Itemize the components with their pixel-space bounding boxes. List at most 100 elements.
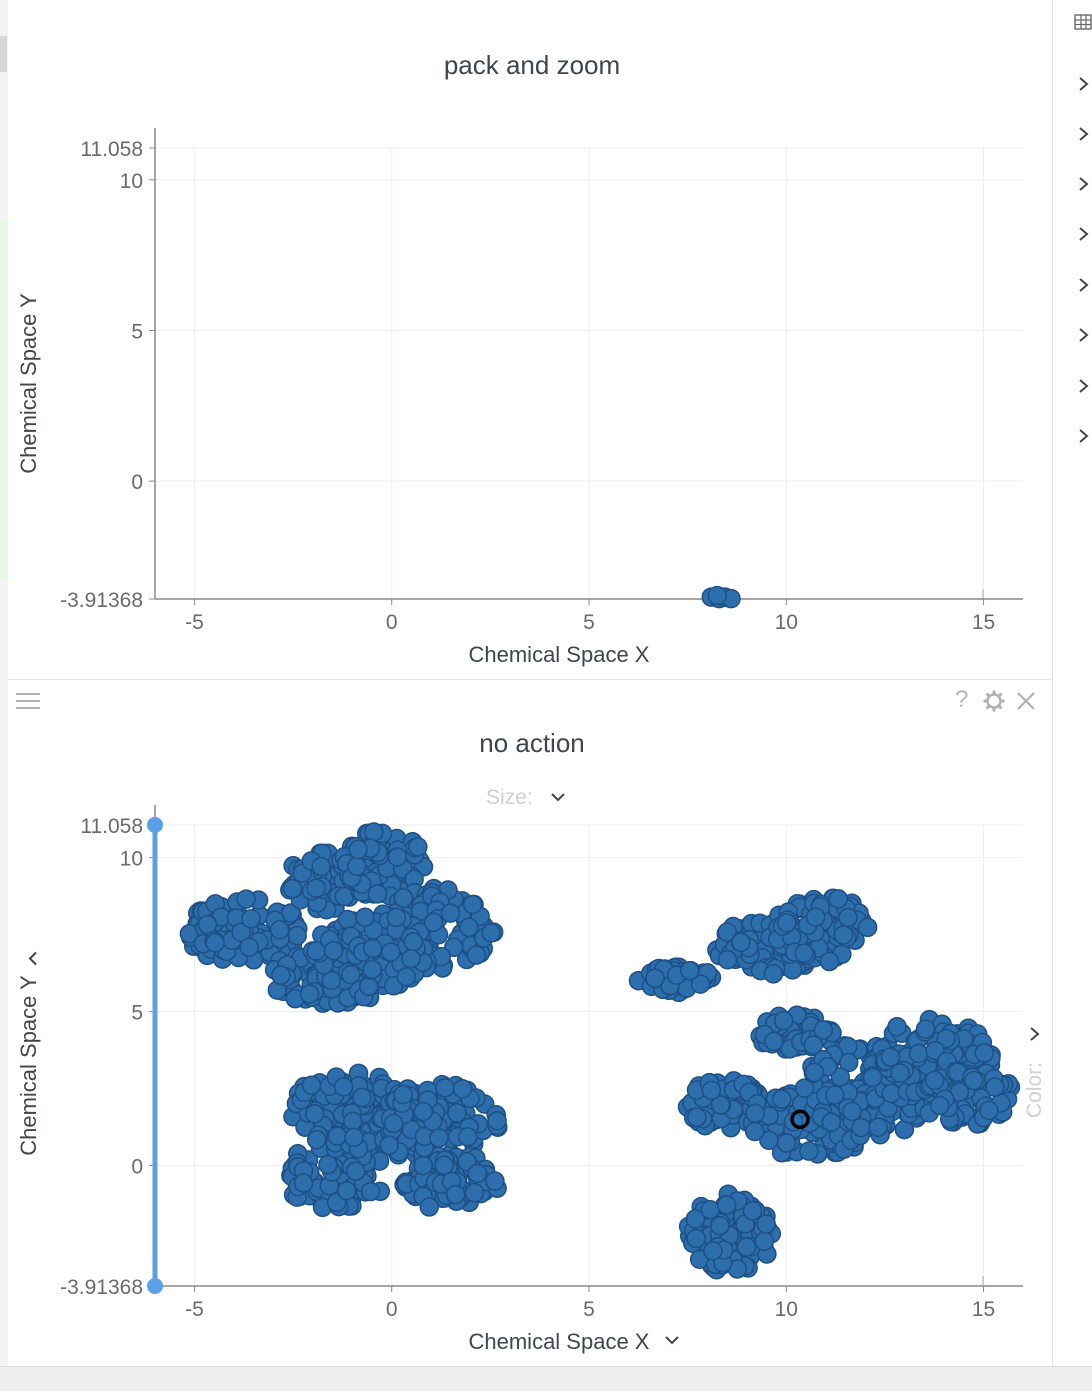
data-point[interactable] <box>236 889 256 909</box>
data-point[interactable] <box>645 968 665 989</box>
data-point[interactable] <box>717 922 737 942</box>
data-point[interactable] <box>915 1019 936 1039</box>
data-point[interactable] <box>413 1101 434 1122</box>
y-range-slider-min-handle[interactable] <box>147 1278 163 1294</box>
data-point[interactable] <box>833 925 854 945</box>
data-point[interactable] <box>828 889 849 909</box>
data-point[interactable] <box>364 822 384 842</box>
data-point[interactable] <box>333 1077 354 1097</box>
data-point[interactable] <box>457 1127 478 1147</box>
data-point[interactable] <box>386 907 407 928</box>
data-point[interactable] <box>842 1101 862 1122</box>
selected-point-marker[interactable] <box>790 1109 810 1130</box>
data-point[interactable] <box>359 976 379 997</box>
data-point[interactable] <box>700 1199 720 1220</box>
hamburger-icon[interactable] <box>16 692 40 710</box>
data-point[interactable] <box>462 894 483 915</box>
data-point[interactable] <box>466 945 487 965</box>
data-point[interactable] <box>772 1089 792 1109</box>
data-point[interactable] <box>293 1173 314 1193</box>
data-point[interactable] <box>347 856 367 877</box>
data-point[interactable] <box>197 914 218 935</box>
data-point[interactable] <box>481 923 501 943</box>
data-point[interactable] <box>306 941 326 961</box>
data-point[interactable] <box>344 1127 364 1148</box>
data-point[interactable] <box>710 1215 730 1236</box>
y-axis-title[interactable]: Chemical Space Y <box>16 975 41 1156</box>
data-point[interactable] <box>804 1062 825 1083</box>
data-point[interactable] <box>799 1141 819 1161</box>
data-point[interactable] <box>301 1075 322 1096</box>
data-point[interactable] <box>680 960 700 981</box>
data-point[interactable] <box>838 907 858 928</box>
data-point[interactable] <box>824 1085 845 1105</box>
close-icon[interactable] <box>1016 691 1036 711</box>
data-point[interactable] <box>271 965 291 986</box>
data-point[interactable] <box>362 959 383 980</box>
data-point[interactable] <box>459 917 479 938</box>
data-point[interactable] <box>979 1100 999 1121</box>
data-point[interactable] <box>777 913 797 933</box>
data-point[interactable] <box>452 1079 473 1099</box>
data-point[interactable] <box>805 907 826 927</box>
data-point[interactable] <box>857 917 878 938</box>
data-point[interactable] <box>396 967 417 987</box>
x-axis-chevron-down-icon[interactable] <box>665 1336 679 1345</box>
data-point[interactable] <box>851 1117 871 1138</box>
data-point[interactable] <box>423 912 444 933</box>
data-point[interactable] <box>434 1155 454 1176</box>
data-point[interactable] <box>282 879 303 899</box>
data-point[interactable] <box>360 1181 381 1202</box>
help-icon[interactable]: ? <box>955 686 969 713</box>
expand-section-chevron-icon[interactable] <box>1077 428 1091 444</box>
data-point[interactable] <box>690 974 711 994</box>
data-point[interactable] <box>710 1095 731 1115</box>
data-point[interactable] <box>974 1043 995 1063</box>
data-point[interactable] <box>887 1016 907 1037</box>
data-point[interactable] <box>803 1035 824 1055</box>
data-point[interactable] <box>408 837 428 857</box>
data-point[interactable] <box>744 1121 765 1142</box>
data-point[interactable] <box>419 1197 439 1217</box>
data-point[interactable] <box>717 949 738 970</box>
data-point[interactable] <box>306 1129 327 1150</box>
y-axis-chevron-down-icon[interactable] <box>28 951 37 966</box>
expand-section-chevron-icon[interactable] <box>1077 176 1091 192</box>
expand-section-chevron-icon[interactable] <box>1077 76 1091 92</box>
data-point[interactable] <box>686 1228 706 1249</box>
data-point[interactable] <box>393 888 414 908</box>
data-point[interactable] <box>348 839 368 860</box>
data-point[interactable] <box>445 1184 466 1205</box>
scatter-chart-pack-and-zoom[interactable]: -5 0 5 10 15 11.058 10 5 0 -3.91368 Chemical Space… <box>0 0 1052 679</box>
data-point[interactable] <box>830 1067 850 1087</box>
data-point[interactable] <box>323 940 344 961</box>
expand-section-chevron-icon[interactable] <box>1077 126 1091 142</box>
data-point[interactable] <box>908 1043 929 1064</box>
data-point[interactable] <box>794 1078 815 1098</box>
data-point[interactable] <box>773 1010 794 1031</box>
data-point[interactable] <box>379 1135 399 1155</box>
x-axis-title[interactable]: Chemical Space X <box>469 1329 650 1354</box>
data-point[interactable] <box>287 925 307 946</box>
data-point[interactable] <box>435 1078 455 1098</box>
data-point[interactable] <box>429 1128 449 1148</box>
data-point[interactable] <box>413 1155 433 1176</box>
data-point[interactable] <box>355 907 375 927</box>
data-point[interactable] <box>685 1209 706 1229</box>
gear-icon[interactable] <box>982 689 1006 713</box>
data-point[interactable] <box>381 942 401 962</box>
data-point[interactable] <box>239 937 260 958</box>
data-point[interactable] <box>880 1047 901 1067</box>
table-grid-icon[interactable] <box>1074 12 1092 32</box>
expand-section-chevron-icon[interactable] <box>1077 378 1091 394</box>
data-point[interactable] <box>736 1237 757 1257</box>
left-rail-tab[interactable] <box>0 36 7 72</box>
y-range-slider-max-handle[interactable] <box>147 817 163 833</box>
data-point[interactable] <box>231 922 251 943</box>
data-point[interactable] <box>687 1107 707 1128</box>
data-point[interactable] <box>936 1028 956 1049</box>
data-point[interactable] <box>701 1080 722 1101</box>
data-point[interactable] <box>464 1183 485 1203</box>
data-point[interactable] <box>269 920 290 940</box>
data-point[interactable] <box>707 585 727 606</box>
